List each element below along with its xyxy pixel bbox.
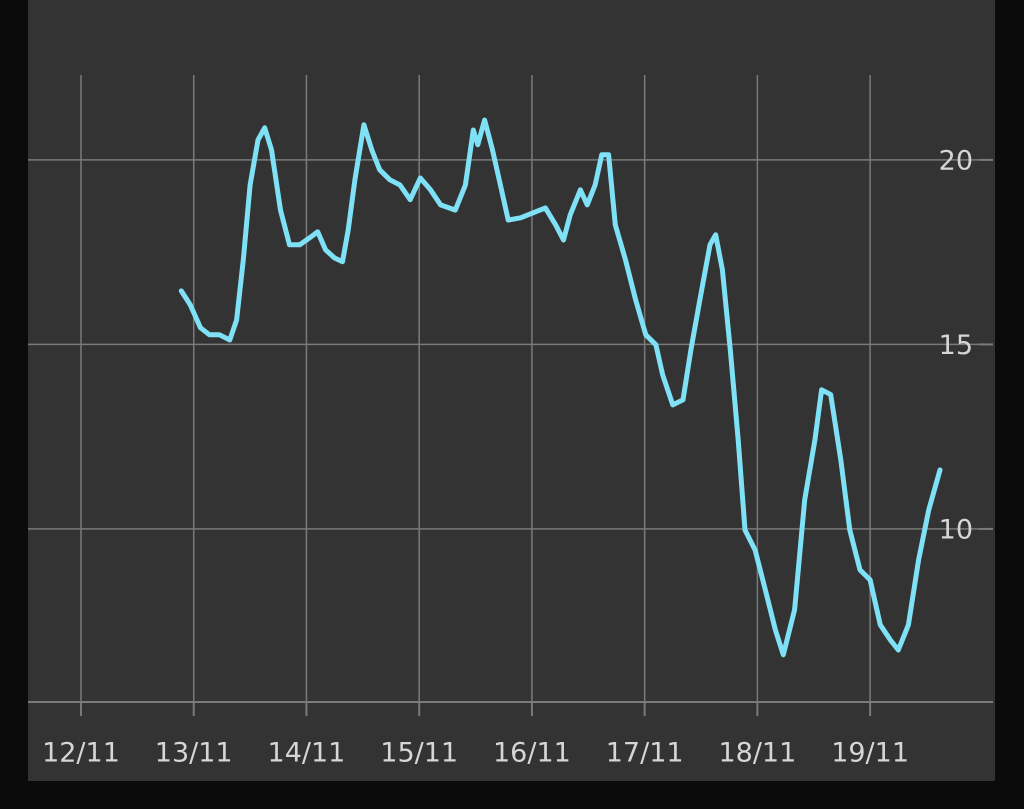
x-tick-label: 16/11 [493, 738, 571, 769]
data-line [178, 117, 943, 658]
x-tick-label: 12/11 [42, 738, 120, 769]
x-tick-label: 15/11 [380, 738, 458, 769]
x-tick-label: 14/11 [268, 738, 346, 769]
y-tick-label: 20 [939, 145, 973, 176]
x-tick-label: 19/11 [831, 738, 909, 769]
x-tick-label: 18/11 [718, 738, 796, 769]
y-tick-label: 15 [939, 330, 973, 361]
chart-panel [28, 0, 995, 781]
y-tick-label: 10 [939, 514, 973, 545]
x-tick-label: 13/11 [155, 738, 233, 769]
x-tick-label: 17/11 [606, 738, 684, 769]
